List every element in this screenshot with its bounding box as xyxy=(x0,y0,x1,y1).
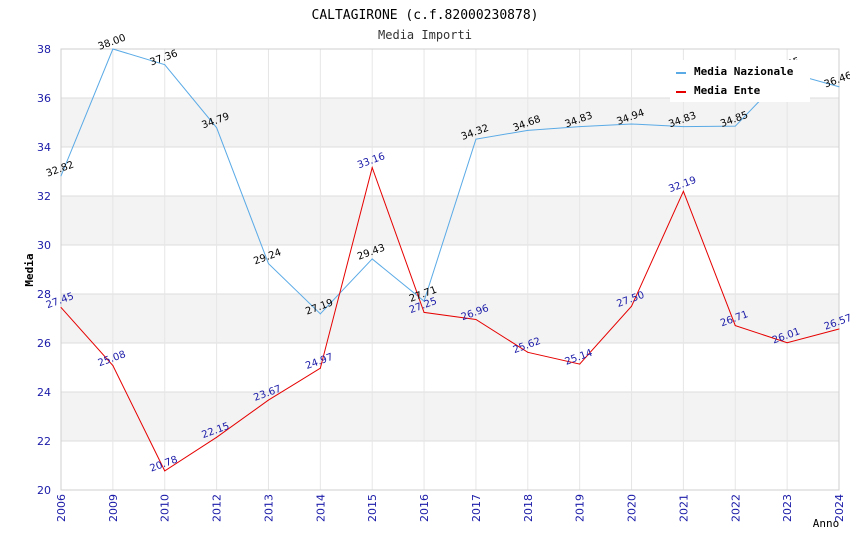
data-label: 38.00 xyxy=(97,33,128,53)
y-tick-label: 22 xyxy=(37,435,51,448)
grid-bands xyxy=(61,98,839,441)
x-tick-label: 2010 xyxy=(159,494,172,522)
data-point xyxy=(164,64,166,66)
data-point xyxy=(216,127,218,129)
data-point xyxy=(527,129,529,131)
data-label: 36.46 xyxy=(823,70,850,90)
data-point xyxy=(631,123,633,125)
y-tick-label: 20 xyxy=(37,484,51,497)
data-point xyxy=(112,365,114,367)
data-point xyxy=(60,306,62,308)
data-label: 25.14 xyxy=(563,348,594,368)
x-tick-label: 2022 xyxy=(729,494,742,522)
data-label: 37.36 xyxy=(149,48,180,68)
y-tick-label: 32 xyxy=(37,190,51,203)
x-tick-label: 2017 xyxy=(470,494,483,522)
y-tick-label: 38 xyxy=(37,43,51,56)
x-tick-label: 2006 xyxy=(55,494,68,522)
series-group xyxy=(60,48,840,472)
data-point xyxy=(319,367,321,369)
legend-label-media-nazionale: Media Nazionale xyxy=(694,65,794,78)
data-label: 33.16 xyxy=(356,151,387,171)
chart-title: CALTAGIRONE (c.f.82000230878) xyxy=(312,8,539,23)
x-tick-label: 2014 xyxy=(314,494,327,522)
y-axis-label: Media xyxy=(23,253,36,286)
data-point xyxy=(60,175,62,177)
plot-frame xyxy=(60,48,840,491)
x-tick-label: 2016 xyxy=(418,494,431,522)
x-tick-label: 2024 xyxy=(833,494,846,522)
x-tick-label: 2020 xyxy=(626,494,639,522)
y-tick-label: 34 xyxy=(37,141,51,154)
data-point xyxy=(319,313,321,315)
data-point xyxy=(682,126,684,128)
grid-band xyxy=(61,294,839,343)
data-point xyxy=(631,305,633,307)
data-point xyxy=(475,318,477,320)
grid-band xyxy=(61,98,839,147)
data-point xyxy=(734,325,736,327)
data-point xyxy=(734,125,736,127)
data-point xyxy=(423,300,425,302)
x-tick-label: 2009 xyxy=(107,494,120,522)
data-point xyxy=(579,126,581,128)
data-label: 32.82 xyxy=(45,159,76,179)
y-tick-label: 30 xyxy=(37,239,51,252)
data-label: 29.24 xyxy=(252,247,283,267)
x-tick-label: 2021 xyxy=(677,494,690,522)
grid-lines xyxy=(60,48,840,491)
data-label: 20.78 xyxy=(149,454,180,474)
y-axis-ticks: 20 22 24 26 28 30 32 34 36 38 xyxy=(37,43,51,497)
x-tick-label: 2012 xyxy=(211,494,224,522)
x-tick-label: 2018 xyxy=(522,494,535,522)
legend: Media Nazionale Media Ente xyxy=(670,60,810,102)
x-tick-label: 2013 xyxy=(262,494,275,522)
x-tick-label: 2019 xyxy=(574,494,587,522)
data-point xyxy=(838,86,840,88)
chart-subtitle: Media Importi xyxy=(378,28,472,42)
y-tick-label: 28 xyxy=(37,288,51,301)
data-point xyxy=(216,436,218,438)
series-line-media-ente xyxy=(60,165,840,472)
data-point xyxy=(371,258,373,260)
data-point xyxy=(267,399,269,401)
y-tick-label: 24 xyxy=(37,386,51,399)
data-point xyxy=(112,48,114,50)
data-point xyxy=(682,190,684,192)
data-point xyxy=(475,138,477,140)
x-axis-ticks: 2006 2009 2010 2012 2013 2014 2015 2016 2017 2018… xyxy=(55,494,846,522)
y-tick-label: 36 xyxy=(37,92,51,105)
data-point xyxy=(786,342,788,344)
grid-band xyxy=(61,392,839,441)
series-line-media-nazionale xyxy=(60,48,840,315)
data-point xyxy=(164,470,166,472)
data-point xyxy=(423,311,425,313)
data-point xyxy=(267,263,269,265)
data-point xyxy=(579,363,581,365)
legend-label-media-ente: Media Ente xyxy=(694,84,761,97)
data-point xyxy=(371,167,373,169)
y-tick-label: 26 xyxy=(37,337,51,350)
data-point xyxy=(527,351,529,353)
data-point xyxy=(838,328,840,330)
legend-background xyxy=(670,60,810,102)
x-tick-label: 2015 xyxy=(366,494,379,522)
x-axis-label: Anno xyxy=(813,517,840,530)
x-tick-label: 2023 xyxy=(781,494,794,522)
